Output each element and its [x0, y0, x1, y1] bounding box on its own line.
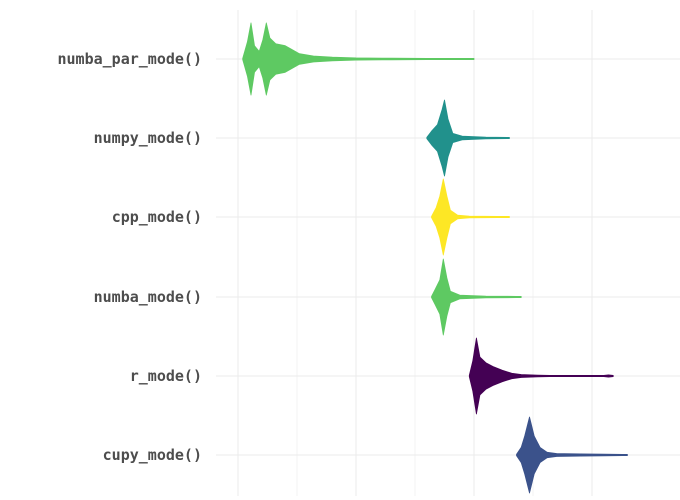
grid-layer [216, 10, 680, 496]
y-tick-label: cpp_mode() [112, 208, 202, 226]
violin-cupy-mode [516, 416, 628, 494]
violin-numba-par-mode [242, 22, 475, 96]
y-tick-label: numba_mode() [94, 288, 202, 306]
y-tick-label: numpy_mode() [94, 129, 202, 147]
violin-layer [242, 22, 628, 494]
y-tick-label: numba_par_mode() [58, 50, 203, 68]
violin-numpy-mode [426, 99, 510, 177]
violin-cpp-mode [431, 178, 510, 256]
y-axis-tick-labels: numba_par_mode() numpy_mode() cpp_mode()nu… [58, 50, 203, 464]
violin-numba-mode [431, 258, 522, 336]
violin-r-mode [468, 337, 614, 415]
y-tick-label: cupy_mode() [103, 446, 202, 464]
y-tick-label: r_mode() [130, 367, 202, 385]
